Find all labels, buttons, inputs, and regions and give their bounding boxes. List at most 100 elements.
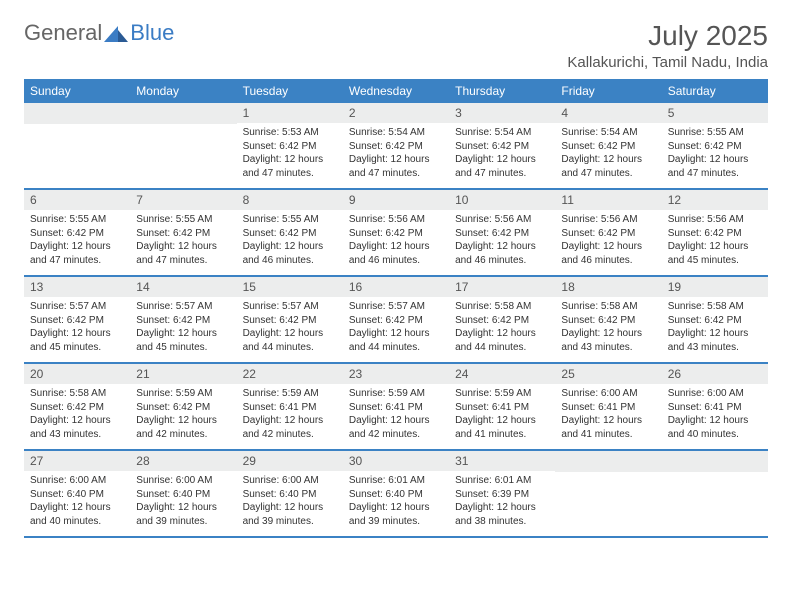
day-number: 25: [555, 364, 661, 384]
daylight-line-2: and 46 minutes.: [243, 254, 337, 268]
day-cell: 16Sunrise: 5:57 AMSunset: 6:42 PMDayligh…: [343, 276, 449, 363]
day-text: Sunrise: 6:00 AMSunset: 6:41 PMDaylight:…: [662, 384, 768, 449]
location: Kallakurichi, Tamil Nadu, India: [567, 54, 768, 71]
daylight-line-2: and 45 minutes.: [668, 254, 762, 268]
daylight-line-1: Daylight: 12 hours: [455, 501, 549, 515]
day-number: 18: [555, 277, 661, 297]
day-cell: 22Sunrise: 5:59 AMSunset: 6:41 PMDayligh…: [237, 363, 343, 450]
sunset-line: Sunset: 6:40 PM: [136, 488, 230, 502]
sunrise-line: Sunrise: 5:56 AM: [455, 213, 549, 227]
sunrise-line: Sunrise: 6:01 AM: [455, 474, 549, 488]
daylight-line-2: and 44 minutes.: [243, 341, 337, 355]
week-row: 27Sunrise: 6:00 AMSunset: 6:40 PMDayligh…: [24, 450, 768, 537]
daylight-line-1: Daylight: 12 hours: [455, 414, 549, 428]
sunset-line: Sunset: 6:42 PM: [455, 314, 549, 328]
sunrise-line: Sunrise: 6:01 AM: [349, 474, 443, 488]
daylight-line-1: Daylight: 12 hours: [136, 240, 230, 254]
day-text-empty: [130, 124, 236, 149]
daylight-line-2: and 47 minutes.: [561, 167, 655, 181]
day-cell: 17Sunrise: 5:58 AMSunset: 6:42 PMDayligh…: [449, 276, 555, 363]
daylight-line-1: Daylight: 12 hours: [668, 327, 762, 341]
day-cell: 24Sunrise: 5:59 AMSunset: 6:41 PMDayligh…: [449, 363, 555, 450]
day-text: Sunrise: 5:54 AMSunset: 6:42 PMDaylight:…: [343, 123, 449, 188]
dayname-wednesday: Wednesday: [343, 79, 449, 103]
daylight-line-1: Daylight: 12 hours: [455, 240, 549, 254]
sunrise-line: Sunrise: 5:55 AM: [668, 126, 762, 140]
day-cell: 9Sunrise: 5:56 AMSunset: 6:42 PMDaylight…: [343, 189, 449, 276]
logo-text-2: Blue: [130, 20, 174, 46]
day-text: Sunrise: 5:57 AMSunset: 6:42 PMDaylight:…: [24, 297, 130, 362]
daylight-line-1: Daylight: 12 hours: [30, 327, 124, 341]
day-text: Sunrise: 6:00 AMSunset: 6:40 PMDaylight:…: [130, 471, 236, 536]
dayname-monday: Monday: [130, 79, 236, 103]
sunset-line: Sunset: 6:41 PM: [455, 401, 549, 415]
week-row: 13Sunrise: 5:57 AMSunset: 6:42 PMDayligh…: [24, 276, 768, 363]
day-text-empty: [555, 472, 661, 497]
daylight-line-1: Daylight: 12 hours: [136, 501, 230, 515]
day-cell: 18Sunrise: 5:58 AMSunset: 6:42 PMDayligh…: [555, 276, 661, 363]
sunrise-line: Sunrise: 5:55 AM: [243, 213, 337, 227]
sunrise-line: Sunrise: 5:54 AM: [561, 126, 655, 140]
sunset-line: Sunset: 6:41 PM: [561, 401, 655, 415]
dayname-sunday: Sunday: [24, 79, 130, 103]
title-block: July 2025 Kallakurichi, Tamil Nadu, Indi…: [567, 20, 768, 71]
day-number: 4: [555, 103, 661, 123]
sunrise-line: Sunrise: 5:59 AM: [349, 387, 443, 401]
day-text: Sunrise: 5:56 AMSunset: 6:42 PMDaylight:…: [555, 210, 661, 275]
day-text: Sunrise: 5:58 AMSunset: 6:42 PMDaylight:…: [24, 384, 130, 449]
day-cell: 12Sunrise: 5:56 AMSunset: 6:42 PMDayligh…: [662, 189, 768, 276]
day-cell: 8Sunrise: 5:55 AMSunset: 6:42 PMDaylight…: [237, 189, 343, 276]
dayname-row: SundayMondayTuesdayWednesdayThursdayFrid…: [24, 79, 768, 103]
sunset-line: Sunset: 6:42 PM: [30, 401, 124, 415]
day-text: Sunrise: 5:57 AMSunset: 6:42 PMDaylight:…: [343, 297, 449, 362]
sunset-line: Sunset: 6:41 PM: [243, 401, 337, 415]
sunrise-line: Sunrise: 5:58 AM: [668, 300, 762, 314]
daylight-line-2: and 39 minutes.: [349, 515, 443, 529]
day-cell: 3Sunrise: 5:54 AMSunset: 6:42 PMDaylight…: [449, 103, 555, 189]
daylight-line-2: and 43 minutes.: [561, 341, 655, 355]
day-text: Sunrise: 5:59 AMSunset: 6:41 PMDaylight:…: [237, 384, 343, 449]
sunset-line: Sunset: 6:42 PM: [30, 227, 124, 241]
sunrise-line: Sunrise: 6:00 AM: [243, 474, 337, 488]
sunrise-line: Sunrise: 5:56 AM: [668, 213, 762, 227]
daylight-line-1: Daylight: 12 hours: [136, 327, 230, 341]
week-row: 1 Sunrise: 5:53 AM Sunset: 6:42 PMDaylight…: [24, 103, 768, 189]
daylight-line-2: and 47 minutes.: [349, 167, 443, 181]
sunrise-line: Sunrise: 5:53 AM: [243, 126, 337, 140]
daylight-line-2: and 47 minutes.: [455, 167, 549, 181]
day-number: 11: [555, 190, 661, 210]
day-number: 7: [130, 190, 236, 210]
day-text: Sunrise: 5:54 AMSunset: 6:42 PMDaylight:…: [449, 123, 555, 188]
daylight-line-1: Daylight: 12 hours: [561, 153, 655, 167]
sunset-line: Sunset: 6:42 PM: [30, 314, 124, 328]
daylight-line-1: Daylight: 12 hours: [349, 501, 443, 515]
header: General Blue July 2025 Kallakurichi, Tam…: [24, 20, 768, 71]
day-number: 1: [237, 103, 343, 123]
day-cell: 26Sunrise: 6:00 AMSunset: 6:41 PMDayligh…: [662, 363, 768, 450]
sunset-line: Sunset: 6:40 PM: [243, 488, 337, 502]
dayname-thursday: Thursday: [449, 79, 555, 103]
sunrise-line: Sunrise: 5:54 AM: [455, 126, 549, 140]
day-cell: 11Sunrise: 5:56 AMSunset: 6:42 PMDayligh…: [555, 189, 661, 276]
daylight-line-2: and 47 minutes.: [30, 254, 124, 268]
sunrise-line: Sunrise: 5:58 AM: [30, 387, 124, 401]
daylight-line-2: and 45 minutes.: [136, 341, 230, 355]
day-number: 3: [449, 103, 555, 123]
day-number: 5: [662, 103, 768, 123]
sunrise-line: Sunrise: 5:56 AM: [561, 213, 655, 227]
day-text: Sunrise: 5:55 AMSunset: 6:42 PMDaylight:…: [130, 210, 236, 275]
day-number: 8: [237, 190, 343, 210]
day-number: 24: [449, 364, 555, 384]
sunrise-line: Sunrise: 5:54 AM: [349, 126, 443, 140]
sunset-line: Sunset: 6:42 PM: [561, 140, 655, 154]
day-cell: 1Sunrise: 5:53 AMSunset: 6:42 PMDaylight…: [237, 103, 343, 189]
sunset-line: Sunset: 6:42 PM: [668, 314, 762, 328]
day-cell: [24, 103, 130, 189]
daylight-line-1: Daylight: 12 hours: [30, 501, 124, 515]
day-number-empty: [24, 103, 130, 124]
day-number: 29: [237, 451, 343, 471]
daylight-line-2: and 44 minutes.: [455, 341, 549, 355]
day-cell: 20Sunrise: 5:58 AMSunset: 6:42 PMDayligh…: [24, 363, 130, 450]
month-title: July 2025: [567, 20, 768, 52]
day-number: 17: [449, 277, 555, 297]
